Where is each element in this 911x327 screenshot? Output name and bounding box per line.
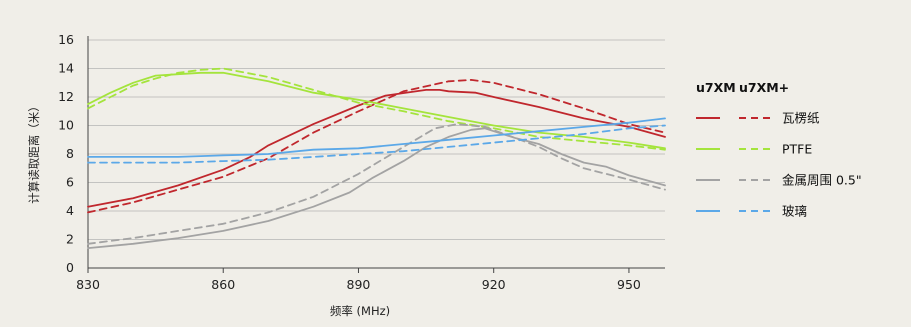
y-tick-label: 16 bbox=[58, 32, 74, 47]
y-tick-labels: 0 2 4 6 8 10 12 14 16 bbox=[58, 32, 74, 275]
x-tick-label: 860 bbox=[211, 277, 235, 292]
x-tick-label: 950 bbox=[617, 277, 641, 292]
x-axis-title: 频率 (MHz) bbox=[330, 304, 390, 318]
y-tick-label: 14 bbox=[58, 61, 74, 76]
y-axis-title: 计算读取距离（米） bbox=[27, 100, 41, 204]
y-tick-label: 4 bbox=[66, 203, 74, 218]
y-tick-label: 12 bbox=[58, 89, 74, 104]
y-tick-label: 0 bbox=[66, 260, 74, 275]
series-line-1 bbox=[87, 79, 666, 214]
legend-header-u7xm: u7XM bbox=[696, 80, 736, 95]
y-tick-label: 10 bbox=[58, 118, 74, 133]
series-line-4 bbox=[87, 127, 666, 250]
legend-label: 金属周围 0.5" bbox=[782, 173, 862, 188]
y-tick-label: 8 bbox=[66, 146, 74, 161]
x-tick-label: 920 bbox=[482, 277, 506, 292]
legend-header-u7xm-plus: u7XM+ bbox=[739, 80, 789, 95]
x-tick-labels: 830 860 890 920 950 bbox=[76, 277, 641, 292]
series-line-5 bbox=[87, 123, 666, 245]
legend-label: 玻璃 bbox=[782, 204, 807, 219]
series-line-6 bbox=[87, 117, 666, 158]
series-line-2 bbox=[87, 71, 666, 150]
x-tick-label: 830 bbox=[76, 277, 100, 292]
legend-label: 瓦楞纸 bbox=[782, 111, 820, 126]
grid bbox=[87, 36, 665, 273]
legend: u7XM u7XM+ 瓦楞纸 PTFE 金属周围 0.5" 玻璃 bbox=[696, 80, 862, 219]
series-line-7 bbox=[87, 124, 666, 164]
y-tick-label: 6 bbox=[66, 175, 74, 190]
series-line-0 bbox=[87, 89, 666, 208]
series-lines bbox=[87, 67, 666, 250]
legend-label: PTFE bbox=[782, 142, 812, 157]
x-tick-label: 890 bbox=[347, 277, 371, 292]
series-line-3 bbox=[87, 67, 666, 151]
y-tick-label: 2 bbox=[66, 232, 74, 247]
